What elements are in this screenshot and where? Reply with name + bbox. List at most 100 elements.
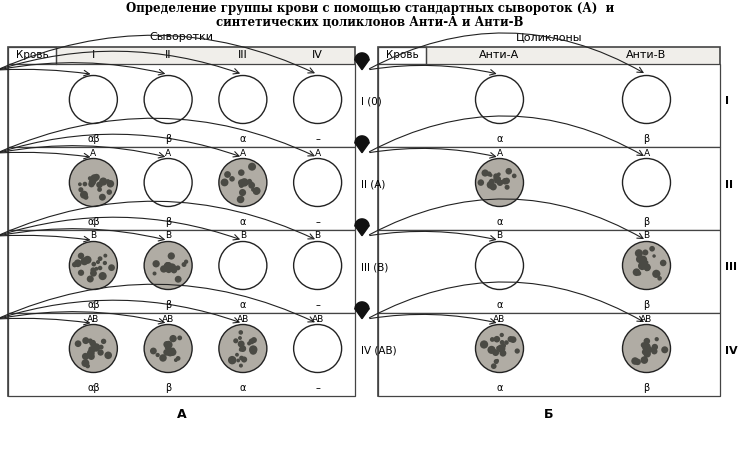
Circle shape [501, 343, 506, 348]
Circle shape [165, 346, 169, 350]
Circle shape [293, 325, 341, 372]
Circle shape [661, 346, 668, 354]
Circle shape [652, 344, 658, 350]
Circle shape [78, 187, 84, 192]
Circle shape [293, 242, 341, 289]
Text: B: B [165, 231, 171, 241]
Text: α: α [239, 134, 246, 144]
Circle shape [251, 187, 255, 192]
Circle shape [238, 179, 245, 186]
Circle shape [644, 349, 650, 355]
Circle shape [92, 343, 101, 352]
Text: Кровь: Кровь [16, 51, 48, 60]
Polygon shape [355, 219, 369, 236]
Circle shape [500, 333, 504, 337]
Circle shape [103, 253, 107, 258]
Text: I (0): I (0) [361, 96, 382, 107]
Circle shape [505, 185, 510, 190]
Circle shape [486, 171, 491, 177]
Text: II (A): II (A) [361, 179, 385, 189]
Circle shape [643, 356, 647, 360]
Circle shape [150, 347, 157, 354]
Circle shape [241, 356, 247, 362]
Text: B: B [644, 231, 650, 241]
Circle shape [644, 338, 650, 345]
Circle shape [249, 346, 257, 354]
Circle shape [248, 179, 252, 184]
Circle shape [657, 276, 662, 281]
Bar [378, 147, 720, 230]
Circle shape [166, 262, 171, 268]
Circle shape [242, 346, 246, 350]
Text: AB: AB [641, 314, 653, 323]
Circle shape [239, 183, 243, 187]
Text: А: А [177, 408, 186, 421]
Text: B: B [90, 231, 96, 241]
Circle shape [88, 353, 95, 360]
Bar [8, 313, 355, 396]
Circle shape [98, 349, 103, 356]
Circle shape [104, 352, 112, 359]
Circle shape [78, 182, 82, 186]
Circle shape [75, 340, 81, 347]
Circle shape [238, 169, 245, 176]
Circle shape [622, 159, 670, 207]
Circle shape [641, 342, 647, 348]
Circle shape [106, 180, 114, 187]
Circle shape [166, 264, 170, 268]
Text: A: A [644, 149, 650, 158]
Circle shape [239, 348, 242, 352]
Circle shape [644, 266, 650, 271]
Polygon shape [355, 53, 369, 70]
Circle shape [250, 347, 257, 355]
Circle shape [239, 189, 246, 196]
Circle shape [78, 253, 84, 259]
Text: α: α [497, 134, 503, 144]
Circle shape [494, 359, 499, 364]
Text: A: A [315, 149, 321, 158]
Circle shape [490, 183, 497, 190]
Circle shape [487, 181, 494, 189]
Circle shape [81, 359, 89, 367]
Circle shape [228, 356, 236, 364]
Circle shape [638, 255, 647, 264]
Circle shape [239, 363, 243, 368]
Circle shape [166, 350, 170, 355]
Text: αβ: αβ [87, 300, 100, 310]
Text: β: β [644, 217, 650, 227]
Circle shape [510, 336, 517, 343]
Circle shape [86, 276, 94, 283]
Circle shape [88, 346, 95, 353]
Circle shape [98, 351, 103, 355]
Text: –: – [316, 134, 320, 144]
Text: I: I [92, 51, 95, 60]
Circle shape [144, 76, 192, 124]
Text: β: β [165, 300, 171, 310]
Text: IV (AB): IV (AB) [361, 346, 397, 355]
Circle shape [95, 267, 98, 271]
Circle shape [171, 267, 177, 273]
Circle shape [92, 181, 95, 185]
Circle shape [98, 272, 106, 280]
Circle shape [103, 261, 107, 265]
Text: αβ: αβ [87, 134, 100, 144]
Circle shape [646, 348, 650, 352]
Circle shape [240, 178, 248, 186]
Circle shape [495, 176, 501, 182]
Bar [378, 313, 720, 396]
Circle shape [168, 264, 171, 269]
Circle shape [69, 76, 118, 124]
Circle shape [78, 270, 84, 276]
Circle shape [477, 179, 484, 186]
Text: β: β [165, 134, 171, 144]
Circle shape [235, 353, 239, 357]
Circle shape [488, 179, 494, 185]
Circle shape [165, 262, 169, 267]
Circle shape [96, 182, 103, 188]
Circle shape [646, 346, 653, 353]
Circle shape [176, 356, 180, 361]
Text: Определение группы крови с помощью стандартных сывороток (А)  и: Определение группы крови с помощью станд… [126, 2, 614, 15]
Circle shape [108, 264, 115, 271]
Circle shape [81, 258, 89, 265]
Text: AB: AB [87, 314, 100, 323]
